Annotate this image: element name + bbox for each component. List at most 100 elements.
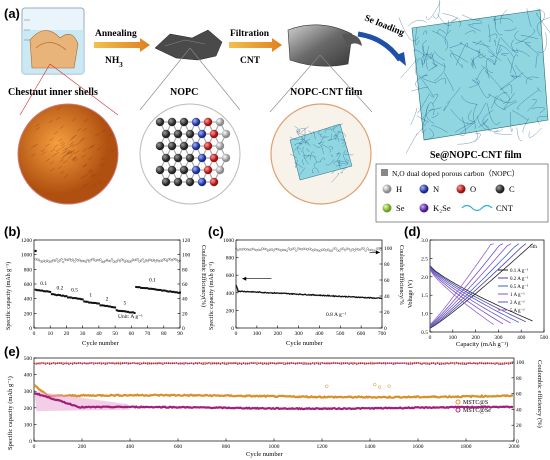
c-x-tick-500: 500: [336, 331, 345, 337]
e-ce-s-point: [146, 361, 149, 364]
b-x-tick-50: 50: [112, 331, 118, 337]
arrow-annealing-label: Annealing: [95, 29, 137, 39]
b-capacity-point: [110, 306, 113, 309]
d-legend-item: 0.1 A g⁻¹: [510, 268, 529, 274]
e-ce-se-point: [275, 363, 277, 365]
e-ce-se-point: [110, 362, 112, 365]
d-discharge-curve: [429, 266, 520, 323]
e-outlier-point: [373, 382, 377, 387]
b-capacity-point: [151, 287, 154, 290]
e-x-tick-400: 400: [126, 444, 135, 450]
e-ce-se-point: [150, 362, 153, 365]
d-charge-curve: [429, 243, 520, 328]
c-ce-point: [345, 247, 349, 250]
e-ce-se-point: [317, 363, 320, 365]
panel-e-ylabel: Specific capacity (mAh g⁻¹): [7, 376, 14, 450]
b-capacity-point: [93, 301, 96, 304]
b-ce-point: [130, 260, 133, 263]
b-ce-point: [110, 258, 113, 261]
c-capacity-series: [235, 284, 383, 300]
e-ce-se-point: [235, 362, 237, 365]
e-ce-se-point: [432, 362, 435, 364]
e-ce-se-point: [501, 363, 504, 365]
c-ce-point: [325, 249, 328, 252]
e-ce-se-point: [125, 362, 128, 364]
arrow-filtration-label: Filtration: [230, 29, 270, 39]
c-ce-point: [298, 247, 302, 250]
c-ce-point: [240, 248, 243, 251]
e-ce-se-point: [325, 362, 327, 365]
e-ce-s-point: [204, 361, 206, 364]
e-ce-se-point: [440, 363, 443, 365]
e-ce-se-point: [488, 362, 491, 365]
e-ce-se-point: [346, 362, 349, 364]
b-capacity-point: [157, 288, 160, 291]
c-ce-point: [272, 249, 275, 252]
e-ce-se-point: [298, 362, 301, 364]
e-ce-se-point: [165, 362, 168, 364]
e-ce-se-point: [87, 362, 89, 365]
e-ce-se-point: [106, 362, 108, 365]
c-ce-point: [282, 248, 285, 252]
e-ce-se-point: [427, 363, 429, 365]
e-ce-se-point: [436, 362, 439, 364]
e-ce-se-point: [187, 362, 189, 365]
panel-d-xlabel: Capacity (mAh g⁻¹): [456, 341, 508, 348]
e-ce-se-point: [81, 362, 84, 365]
e-ce-se-point: [225, 363, 228, 365]
e-ce-s-point: [71, 362, 74, 364]
b-ce-point: [149, 258, 152, 261]
e-ce-s-point: [44, 361, 47, 364]
e-ce-se-point: [288, 362, 291, 365]
e-ce-s-point: [319, 361, 322, 364]
nopc-cnt-film-illustration: [287, 24, 362, 67]
e-ce-se-point: [135, 362, 137, 365]
e-y-tick-200: 200: [24, 406, 33, 412]
e-ce-se-point: [92, 363, 95, 365]
arrow-se-loading: Se loading: [357, 14, 406, 66]
e-x-tick-800: 800: [222, 444, 231, 450]
panel-b-plot-area: [33, 239, 181, 329]
e-ce-se-point: [219, 363, 222, 365]
b-ce-point: [92, 258, 96, 261]
e-ce-se-point: [357, 362, 360, 365]
e-ce-se-point: [202, 363, 204, 365]
d-charge-curve: [429, 243, 533, 329]
e-ce-se-point: [123, 362, 126, 364]
b-capacity-point: [67, 296, 70, 299]
b-rate-label: 0.2: [57, 285, 64, 291]
e-ce-se-point: [131, 362, 133, 364]
e-ce-se-point: [338, 362, 341, 365]
e-ce-se-point: [361, 362, 364, 364]
panel-c-current-note: 0.8 A g⁻¹: [326, 312, 347, 318]
c-ce-point: [379, 248, 382, 251]
c-ce-point: [366, 247, 369, 250]
b-capacity-point: [104, 304, 107, 307]
c-x-tick-700: 700: [378, 331, 387, 337]
e-x-tick-600: 600: [174, 444, 183, 450]
b-ce-point: [154, 260, 157, 263]
d-legend-item: 0.5 A g⁻¹: [510, 284, 529, 290]
b-rate-label: 5: [123, 301, 126, 307]
e-ce-s-point: [465, 362, 468, 364]
e-ce-se-point: [252, 362, 254, 365]
d-y-tick-1.5: 1.5: [421, 293, 428, 299]
d-discharge-curve: [429, 268, 504, 325]
e-ce-se-point: [263, 362, 266, 365]
e-ce-s-point: [340, 361, 343, 364]
e-ce-se-point: [319, 363, 322, 365]
e-ce-s-point: [261, 362, 264, 364]
arrow-annealing-gas: NH3: [105, 56, 123, 69]
e-ce-se-point: [371, 363, 373, 365]
e-ce-se-point: [260, 362, 262, 365]
panel-c-xlabel: Cycle number: [286, 340, 323, 347]
c-y-tick-1000: 1000: [223, 238, 234, 244]
e-ce-se-point: [94, 362, 97, 365]
c-ce-point: [235, 247, 238, 250]
legend-o: O: [470, 184, 476, 194]
b-capacity-point: [86, 300, 89, 303]
e-ce-s-point: [104, 361, 107, 364]
e-ce-s-point: [348, 362, 350, 364]
c-ce-point: [300, 248, 304, 251]
